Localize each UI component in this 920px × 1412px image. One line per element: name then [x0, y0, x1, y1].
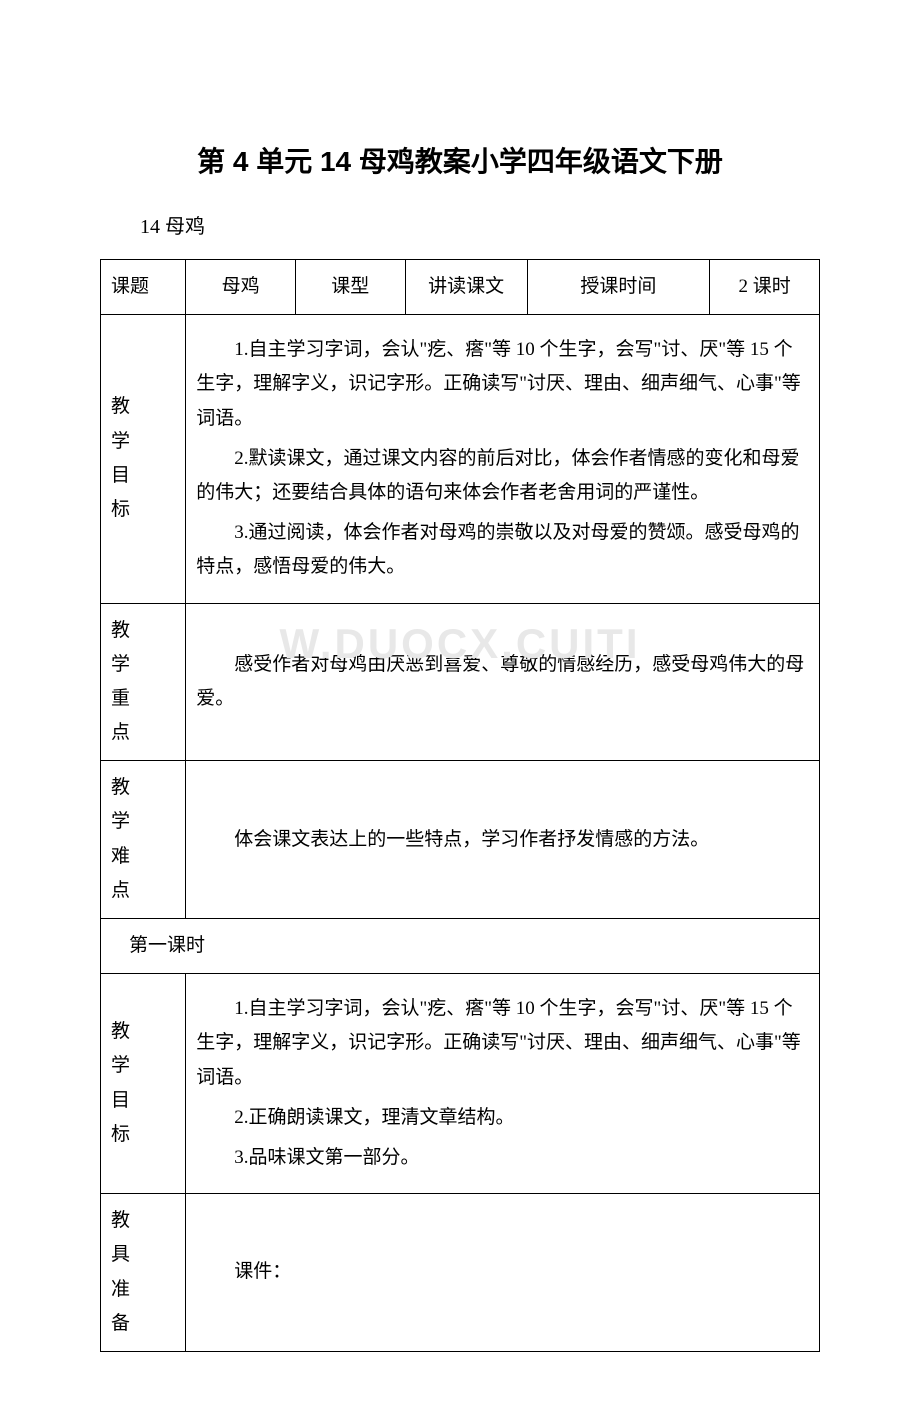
lesson-objectives-content: 1.自主学习字词，会认"疙、瘩"等 10 个生字，会写"讨、厌"等 15 个生字…	[186, 974, 820, 1194]
lesson-objective-item-2: 2.正确朗读课文，理清文章结构。	[196, 1101, 809, 1135]
teaching-difficulty-content: 体会课文表达上的一些特点，学习作者抒发情感的方法。	[186, 761, 820, 919]
materials-content: 课件：	[186, 1194, 820, 1352]
lesson-objectives-row: 教 学 目 标 1.自主学习字词，会认"疙、瘩"等 10 个生字，会写"讨、厌"…	[101, 974, 820, 1194]
page-title: 第 4 单元 14 母鸡教案小学四年级语文下册	[100, 140, 820, 180]
teaching-difficulty-label: 教 学 难 点	[101, 761, 186, 919]
objective-item-2: 2.默读课文，通过课文内容的前后对比，体会作者情感的变化和母爱的伟大；还要结合具…	[196, 442, 809, 510]
lesson-objective-item-1: 1.自主学习字词，会认"疙、瘩"等 10 个生字，会写"讨、厌"等 15 个生字…	[196, 992, 809, 1095]
header-row: 课题 母鸡 课型 讲读课文 授课时间 2 课时	[101, 260, 820, 315]
teaching-difficulty-row: 教 学 难 点 体会课文表达上的一些特点，学习作者抒发情感的方法。	[101, 761, 820, 919]
objective-item-1: 1.自主学习字词，会认"疙、瘩"等 10 个生字，会写"讨、厌"等 15 个生字…	[196, 333, 809, 436]
materials-row: 教 具 准 备 课件：	[101, 1194, 820, 1352]
teaching-key-row: 教 学 重 点 感受作者对母鸡由厌恶到喜爱、尊敬的情感经历，感受母鸡伟大的母爱。	[101, 603, 820, 761]
lesson-section-row: 第一课时	[101, 919, 820, 974]
teaching-objectives-label: 教 学 目 标	[101, 315, 186, 603]
teaching-key-label: 教 学 重 点	[101, 603, 186, 761]
label-shoukeshi: 授课时间	[527, 260, 710, 315]
lesson-plan-table: 课题 母鸡 课型 讲读课文 授课时间 2 课时 教 学 目 标 1.自主学习字词	[100, 259, 820, 1352]
label-kexing: 课型	[295, 260, 405, 315]
lesson-objectives-label: 教 学 目 标	[101, 974, 186, 1194]
subtitle: 14 母鸡	[100, 210, 820, 239]
label-keti-text: 课题	[111, 272, 179, 302]
value-jiangdu: 讲读课文	[405, 260, 527, 315]
teaching-key-content: 感受作者对母鸡由厌恶到喜爱、尊敬的情感经历，感受母鸡伟大的母爱。	[186, 603, 820, 761]
value-muji: 母鸡	[186, 260, 296, 315]
teaching-objectives-row: 教 学 目 标 1.自主学习字词，会认"疙、瘩"等 10 个生字，会写"讨、厌"…	[101, 315, 820, 603]
value-keshi: 2 课时	[710, 260, 820, 315]
document-page: 第 4 单元 14 母鸡教案小学四年级语文下册 14 母鸡 课题 母鸡 课型 讲…	[0, 0, 920, 1412]
teaching-objectives-content: 1.自主学习字词，会认"疙、瘩"等 10 个生字，会写"讨、厌"等 15 个生字…	[186, 315, 820, 603]
materials-label: 教 具 准 备	[101, 1194, 186, 1352]
lesson-objective-item-3: 3.品味课文第一部分。	[196, 1141, 809, 1175]
objective-item-3: 3.通过阅读，体会作者对母鸡的崇敬以及对母爱的赞颂。感受母鸡的特点，感悟母爱的伟…	[196, 516, 809, 584]
lesson-section-header: 第一课时	[101, 919, 820, 974]
label-keti: 课题	[101, 260, 186, 315]
